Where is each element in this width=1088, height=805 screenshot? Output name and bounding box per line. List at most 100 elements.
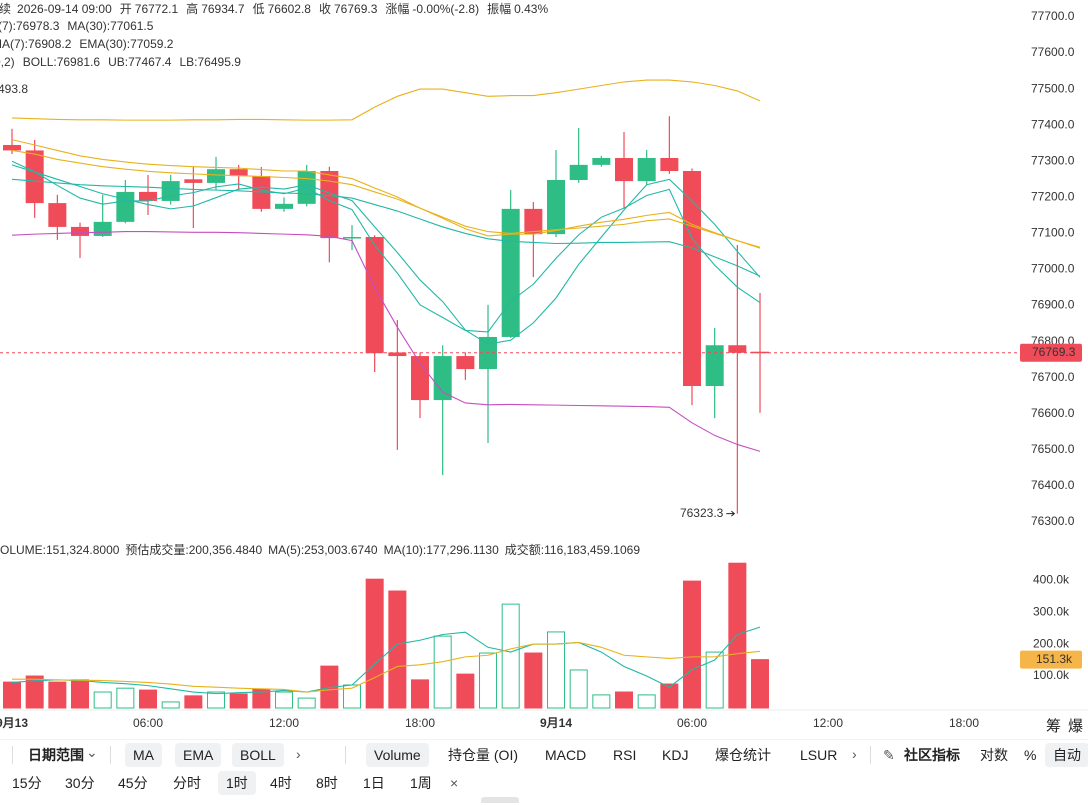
legend-text: 0.43%	[514, 2, 548, 16]
y-tick-label: 400.0k	[1033, 572, 1070, 586]
legend-text: 76772.1	[135, 2, 179, 16]
volume-bar	[161, 701, 180, 709]
volume-bar	[297, 697, 316, 709]
legend-text: MA(5):253,003.6740	[268, 543, 378, 557]
volume-bar	[456, 673, 475, 709]
interval[interactable]: 45分	[118, 775, 148, 791]
y-tick-label: 76700.0	[1031, 370, 1075, 384]
y-tick-label: 77700.0	[1031, 9, 1075, 23]
sub-indicator[interactable]: MACD	[545, 747, 587, 763]
indicator-button[interactable]: MA	[125, 743, 162, 767]
log-scale[interactable]: 对数	[980, 747, 1008, 763]
sub-indicator[interactable]: LSUR	[800, 747, 838, 763]
indicator-line	[11, 149, 761, 248]
y-tick-label: 200.0k	[1033, 636, 1070, 650]
y-tick-label: 77400.0	[1031, 117, 1075, 131]
close-icon[interactable]: ×	[450, 775, 459, 791]
x-tick-label: 06:00	[133, 716, 163, 730]
legend-text: 低	[253, 2, 265, 16]
sub-indicator[interactable]: Volume	[366, 743, 429, 767]
grabber[interactable]	[481, 797, 519, 803]
community-indicators[interactable]: 社区指标	[904, 747, 960, 763]
interval[interactable]: 30分	[65, 775, 95, 791]
interval[interactable]: 分时	[173, 775, 201, 791]
candle-body	[184, 179, 203, 183]
candle-body	[751, 351, 770, 354]
last-price-label: 76769.3	[1032, 345, 1076, 359]
edit-icon[interactable]: ✎	[883, 747, 895, 763]
y-tick-label: 77000.0	[1031, 262, 1075, 276]
candle-body	[433, 356, 452, 401]
y-tick-label: 76300.0	[1031, 514, 1075, 528]
last-price-tag	[1020, 343, 1082, 362]
candle-body	[320, 170, 339, 239]
sub-indicator[interactable]: 持仓量 (OI)	[448, 747, 518, 763]
separator	[345, 746, 346, 764]
plot-area: 76323.3	[0, 79, 1020, 709]
interval[interactable]: 4时	[270, 775, 292, 791]
low-arrow	[726, 510, 736, 517]
legend-text: 开	[120, 2, 132, 16]
interval[interactable]: 1周	[410, 775, 432, 791]
legend-text: MA(30):77061.5	[67, 19, 153, 33]
side-tab[interactable]: 筹	[1046, 718, 1062, 735]
legend-text: 76934.7	[201, 2, 245, 16]
indicator-line	[11, 139, 761, 249]
legend-text: 高	[186, 1, 198, 16]
x-tick-label: 06:00	[677, 716, 707, 730]
legend-text: 永续	[0, 2, 11, 16]
candle-body	[275, 203, 294, 209]
volume-bar	[660, 683, 679, 709]
more-icon[interactable]: ›	[296, 746, 301, 762]
candle-body	[207, 169, 226, 183]
x-tick-label: 18:00	[949, 716, 979, 730]
side-tab[interactable]: 爆	[1068, 718, 1084, 735]
indicator-button[interactable]: BOLL	[232, 743, 284, 767]
legend-text: -0.00%(-2.8)	[412, 2, 479, 16]
auto-scale[interactable]: 自动	[1045, 743, 1088, 767]
y-tick-label: 76600.0	[1031, 406, 1075, 420]
candle-body	[728, 345, 747, 353]
volume-bar	[48, 681, 67, 709]
candle-body	[25, 150, 44, 204]
sub-indicator[interactable]: 爆仓统计	[715, 747, 771, 763]
indicator-line	[11, 79, 761, 121]
interval[interactable]: 15分	[12, 775, 42, 791]
percent-scale[interactable]: %	[1024, 747, 1037, 763]
interval[interactable]: 8时	[316, 775, 338, 791]
legend-text: MA(10):177,296.1130	[384, 543, 500, 557]
volume-bar	[93, 691, 112, 709]
sub-indicator[interactable]: RSI	[613, 747, 637, 763]
dropdown-icon[interactable]: ⌄	[86, 744, 98, 760]
sub-indicator[interactable]: KDJ	[662, 747, 689, 763]
y-tick-label: 76900.0	[1031, 298, 1075, 312]
legend-text: LB:76495.9	[179, 55, 241, 69]
volume-bar	[71, 679, 90, 709]
date-range[interactable]: 日期范围	[28, 747, 84, 763]
indicator-line	[11, 164, 761, 345]
interval[interactable]: 1时	[218, 771, 256, 795]
more-icon[interactable]: ›	[852, 746, 857, 762]
candle-body	[501, 208, 520, 337]
volume-ma-line	[12, 641, 761, 693]
y-tick-label: 77200.0	[1031, 190, 1075, 204]
legend-text: 预估成交量:200,356.4840	[125, 542, 262, 557]
volume-bar	[139, 689, 158, 709]
volume-current-label: 151.3k	[1036, 652, 1073, 666]
volume-bar	[683, 580, 702, 709]
indicator-line	[11, 231, 761, 452]
candle-body	[524, 208, 543, 235]
indicator-button[interactable]: EMA	[175, 743, 222, 767]
volume-bar	[569, 669, 588, 709]
low-label: 76323.3	[680, 506, 724, 520]
interval[interactable]: 1日	[363, 775, 385, 791]
candle-body	[48, 203, 67, 227]
y-tick-label: 100.0k	[1033, 668, 1070, 682]
candle-body	[388, 352, 407, 357]
x-tick-label: 12:00	[813, 716, 843, 730]
y-tick-label: 77100.0	[1031, 226, 1075, 240]
volume-bar	[411, 679, 430, 709]
candle-body	[569, 164, 588, 181]
